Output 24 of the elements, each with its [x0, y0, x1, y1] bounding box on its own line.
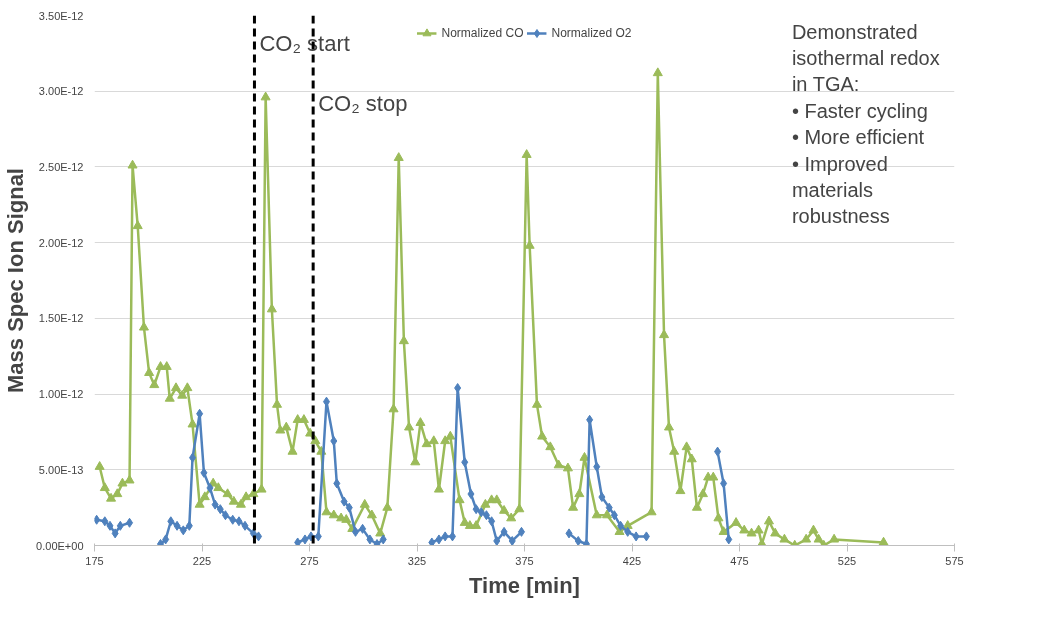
- x-tick-label: 275: [300, 554, 319, 567]
- y-tick-label: 3.50E-12: [38, 9, 84, 22]
- ref-line-label: CO₂ start: [259, 30, 350, 56]
- legend-label: Normalized CO: [441, 26, 524, 40]
- annotation: Demonstrated isothermal redox in TGA: • Faster cycling • More efficient • Improved materials robustness: [791, 20, 940, 228]
- y-axis-title: Mass Spec Ion Signal: [3, 168, 29, 393]
- y-tick-label: 2.50E-12: [38, 160, 84, 173]
- y-tick-label: 2.00E-12: [38, 236, 84, 249]
- x-tick-label: 525: [837, 554, 857, 567]
- x-tick-label: 225: [192, 554, 212, 567]
- ref-line-label: CO₂ stop: [318, 90, 408, 116]
- legend-label: Normalized O2: [551, 26, 632, 40]
- x-tick-label: 325: [407, 554, 427, 567]
- y-tick-label: 5.00E-13: [38, 463, 84, 476]
- y-tick-label: 3.00E-12: [38, 85, 84, 98]
- x-tick-label: 175: [85, 554, 104, 567]
- y-tick-label: 0.00E+00: [36, 539, 84, 552]
- x-tick-label: 375: [515, 554, 534, 567]
- y-tick-label: 1.00E-12: [38, 388, 84, 401]
- x-tick-label: 425: [622, 554, 642, 567]
- x-tick-label: 475: [730, 554, 749, 567]
- y-tick-label: 1.50E-12: [38, 312, 84, 325]
- x-axis-title: Time [min]: [469, 572, 580, 598]
- x-tick-label: 575: [945, 554, 964, 567]
